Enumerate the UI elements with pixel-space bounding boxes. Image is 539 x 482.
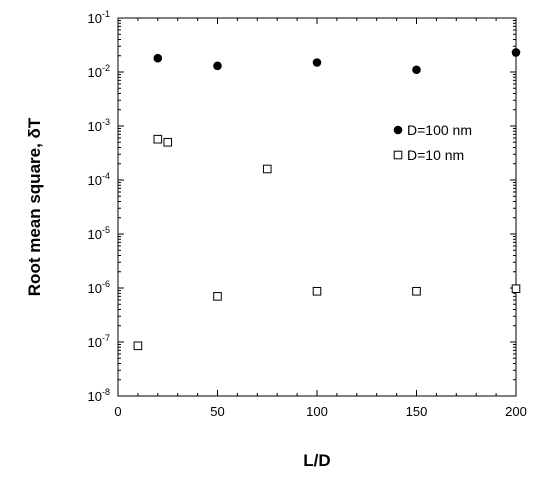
y-tick-label: 10-3 [88,117,110,134]
major-ticks [117,17,517,397]
legend-label: D=100 nm [407,122,472,138]
legend-label: D=10 nm [407,147,464,163]
data-point-d100 [412,65,421,75]
data-point-d10 [133,341,143,351]
y-tick-label: 10-1 [88,9,110,26]
x-tick-label: 50 [210,404,224,419]
x-tick-labels: 0 50 100 150 200 [114,404,526,419]
legend: D=100 nm D=10 nm [393,122,472,163]
y-tick-label: 10-7 [88,333,110,350]
minor-ticks [118,18,516,396]
y-tick-label: 10-5 [88,225,110,242]
y-tick-label: 10-2 [88,63,110,80]
plot-frame [117,17,517,397]
data-point-d100 [511,48,521,57]
x-tick-label: 200 [505,404,527,419]
x-tick-label: 0 [114,404,121,419]
data-markers [133,48,521,351]
x-axis-title: L/D [303,451,330,470]
y-axis-title: Root mean square, δT [25,117,44,296]
y-tick-label: 10-8 [88,387,110,404]
legend-marker [393,150,403,160]
data-point-d10 [312,286,322,296]
data-point-d100 [213,61,222,71]
legend-marker [393,125,403,135]
data-point-d10 [163,137,173,147]
x-tick-label: 100 [306,404,328,419]
data-point-d100 [153,53,163,63]
y-tick-labels: 10-8 10-7 10-6 10-5 10-4 10-3 10-2 10-1 [88,9,110,404]
x-tick-label: 150 [406,404,428,419]
data-point-d10 [511,284,521,294]
data-point-d10 [213,292,222,301]
y-tick-label: 10-6 [88,279,110,296]
data-point-d10 [262,164,272,174]
y-tick-label: 10-4 [88,171,110,188]
data-point-d10 [153,134,163,144]
data-point-d100 [312,58,322,67]
data-point-d10 [412,286,421,296]
